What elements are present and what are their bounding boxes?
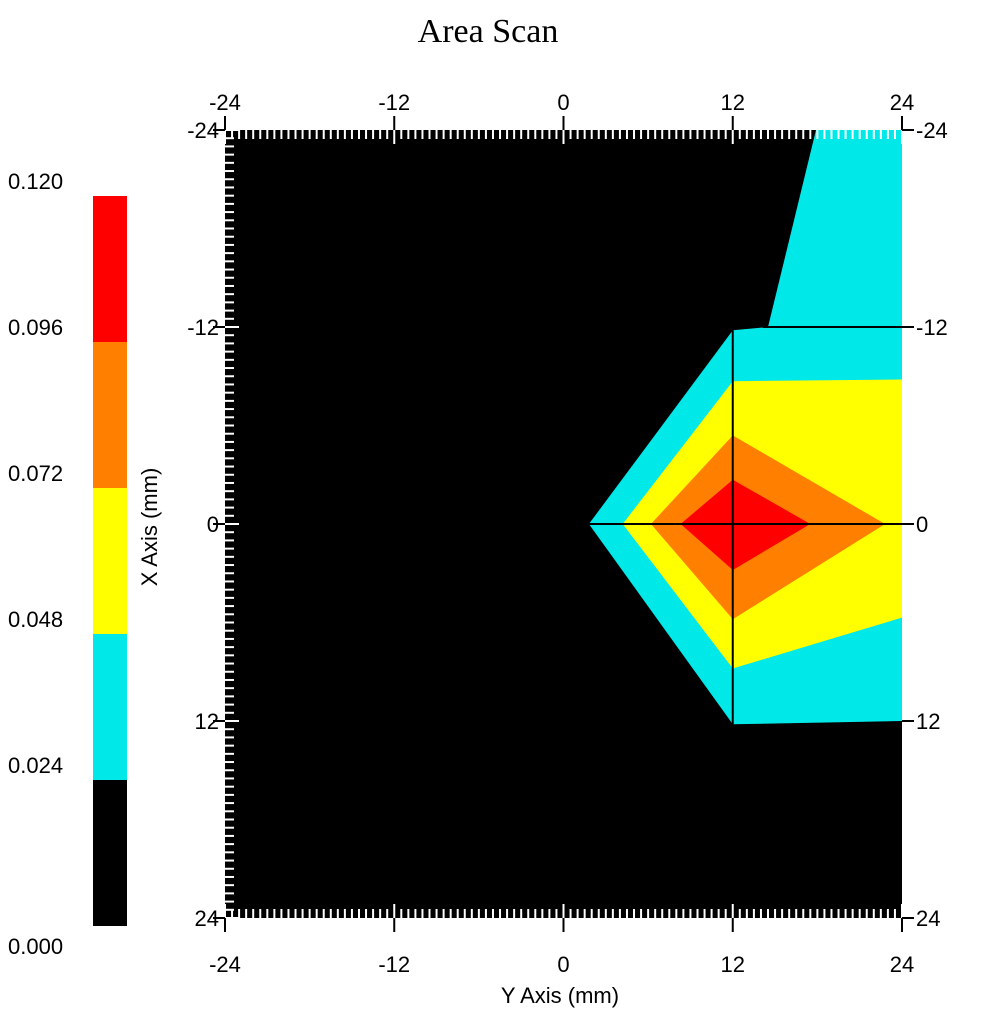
- axis-ticks: [213, 116, 914, 932]
- colorbar-segment: [93, 780, 127, 926]
- x-tick-label-bottom: 0: [557, 952, 569, 977]
- colorbar-label: 0.024: [8, 753, 63, 778]
- y-tick-label-left: 24: [195, 906, 219, 931]
- y-tick-label-left: 0: [207, 512, 219, 537]
- x-tick-label-top: 12: [721, 90, 745, 115]
- colorbar-label: 0.120: [8, 169, 63, 194]
- colorbar-segment: [93, 342, 127, 488]
- plot-area: [225, 130, 902, 918]
- chart-title: Area Scan: [418, 13, 559, 50]
- x-tick-label-top: -24: [209, 90, 241, 115]
- y-tick-label-right: 12: [916, 709, 940, 734]
- y-tick-label-right: 24: [916, 906, 940, 931]
- colorbar: 0.000 0.024 0.048 0.072 0.096 0.120: [8, 169, 127, 959]
- colorbar-label: 0.096: [8, 315, 63, 340]
- y-tick-label-right: 0: [916, 512, 928, 537]
- x-tick-label-bottom: 12: [721, 952, 745, 977]
- x-tick-label-bottom: 24: [890, 952, 914, 977]
- y-tick-label-left: -12: [187, 315, 219, 340]
- x-tick-label-top: 24: [890, 90, 914, 115]
- x-tick-label-bottom: -24: [209, 952, 241, 977]
- y-tick-label-right: -24: [916, 118, 948, 143]
- y-tick-label-left: 12: [195, 709, 219, 734]
- y-axis-label: X Axis (mm): [137, 468, 162, 587]
- colorbar-label: 0.000: [8, 934, 63, 959]
- x-tick-label-top: -12: [378, 90, 410, 115]
- x-axis-label: Y Axis (mm): [501, 983, 619, 1008]
- colorbar-segment: [93, 488, 127, 634]
- colorbar-label: 0.048: [8, 607, 63, 632]
- y-tick-label-left: -24: [187, 118, 219, 143]
- x-tick-label-bottom: -12: [378, 952, 410, 977]
- colorbar-segment: [93, 634, 127, 780]
- y-tick-label-right: -12: [916, 315, 948, 340]
- x-tick-label-top: 0: [557, 90, 569, 115]
- colorbar-label: 0.072: [8, 461, 63, 486]
- colorbar-segment: [93, 196, 127, 342]
